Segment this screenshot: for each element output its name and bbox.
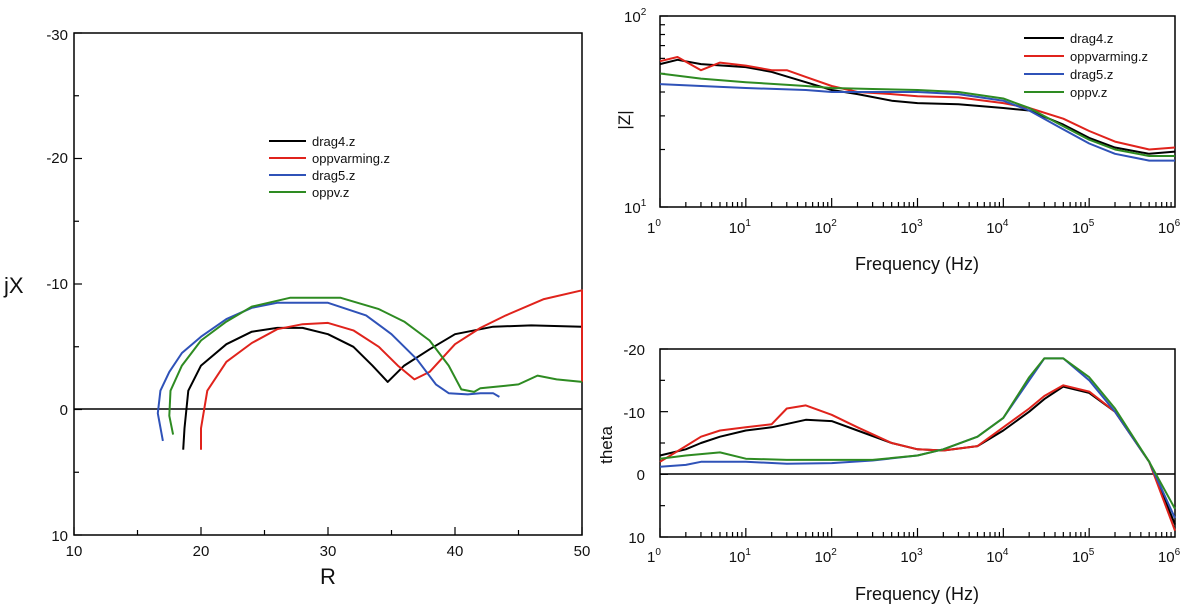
phase-ytick-label: -20	[623, 342, 645, 359]
freq-tick-label: 103	[900, 547, 923, 566]
magnitude-legend: drag4.z oppvarming.z drag5.z oppv.z	[1024, 31, 1148, 100]
nyquist-ytick-label: 0	[60, 402, 68, 419]
nyquist-xtick-label: 40	[447, 543, 464, 560]
bode-phase-chart: -20 -10 0 10 10 101 102 103 104 105 106 Freque…	[597, 342, 1181, 604]
freq-tick-label: 101	[729, 218, 752, 237]
freq-tick-label: 10	[647, 547, 661, 566]
legend-label: oppvarming.z	[312, 151, 390, 166]
magnitude-series	[659, 56, 1176, 162]
magnitude-x-axis-label: Frequency (Hz)	[855, 254, 979, 274]
freq-tick-label: 104	[986, 547, 1009, 566]
phase-series	[659, 357, 1176, 532]
nyquist-ytick-label: 10	[51, 528, 68, 545]
nyquist-ytick-label: -30	[46, 27, 68, 44]
phase-x-axis-label: Frequency (Hz)	[855, 584, 979, 604]
phase-ytick-label: 0	[637, 467, 645, 484]
series-line-drag4	[182, 324, 583, 450]
legend-label: drag4.z	[312, 134, 355, 149]
freq-tick-label: 103	[900, 218, 923, 237]
freq-tick-label: 105	[1072, 547, 1095, 566]
freq-tick-label: 101	[729, 547, 752, 566]
freq-tick-label: 106	[1158, 218, 1181, 237]
nyquist-plot-frame	[73, 32, 583, 536]
freq-tick-label: 105	[1072, 218, 1095, 237]
series-line-oppv	[659, 357, 1176, 510]
phase-xtick-labels: 10 101 102 103 104 105 106	[647, 547, 1181, 566]
freq-tick-label: 104	[986, 218, 1009, 237]
legend-label: drag4.z	[1070, 31, 1113, 46]
series-line-drag4	[659, 58, 1176, 155]
nyquist-y-axis-label: jX	[3, 273, 24, 298]
phase-y-axis-label: theta	[597, 426, 616, 464]
magnitude-y-axis-label: |Z|	[615, 110, 634, 129]
nyquist-xtick-label: 20	[193, 543, 210, 560]
freq-tick-label: 102	[815, 547, 838, 566]
bode-magnitude-chart: 102 101 10 101 102 103 104 105 106 Frequency (…	[615, 7, 1181, 274]
nyquist-series	[156, 289, 583, 450]
phase-ytick-label: -10	[623, 405, 645, 422]
nyquist-xtick-label: 50	[574, 543, 591, 560]
nyquist-chart: -30 -20 -10 0 10 10 20 30 40 50 R jX dra…	[3, 27, 590, 589]
series-line-oppvarming	[200, 289, 583, 450]
nyquist-xtick-label: 10	[66, 543, 83, 560]
freq-tick-label: 106	[1158, 547, 1181, 566]
series-line-oppvarming	[659, 384, 1176, 532]
legend-label: oppv.z	[1070, 85, 1107, 100]
nyquist-ytick-label: -10	[46, 276, 68, 293]
series-line-oppv	[168, 296, 583, 435]
legend-label: drag5.z	[1070, 67, 1113, 82]
series-line-drag5	[659, 83, 1175, 162]
legend-label: drag5.z	[312, 168, 355, 183]
nyquist-x-axis-label: R	[320, 564, 336, 589]
phase-plot-frame	[659, 348, 1176, 538]
freq-tick-label: 10	[647, 218, 661, 237]
nyquist-ytick-label: -20	[46, 150, 68, 167]
freq-tick-label: 102	[815, 218, 838, 237]
magnitude-xtick-labels: 10 101 102 103 104 105 106	[647, 218, 1181, 237]
series-line-oppv	[659, 72, 1175, 157]
magnitude-ytick-label: 102	[624, 7, 647, 26]
nyquist-xtick-label: 30	[320, 543, 337, 560]
magnitude-ytick-label: 101	[624, 198, 647, 217]
series-line-oppvarming	[659, 56, 1176, 151]
series-line-drag5	[659, 357, 1176, 519]
series-line-drag5	[156, 301, 500, 442]
legend-label: oppvarming.z	[1070, 49, 1148, 64]
nyquist-legend: drag4.z oppvarming.z drag5.z oppv.z	[269, 134, 390, 200]
phase-ytick-label: 10	[628, 530, 645, 547]
phase-ticks	[659, 348, 1172, 538]
nyquist-ticks	[73, 32, 583, 536]
magnitude-ticks	[659, 15, 1172, 208]
legend-label: oppv.z	[312, 185, 349, 200]
